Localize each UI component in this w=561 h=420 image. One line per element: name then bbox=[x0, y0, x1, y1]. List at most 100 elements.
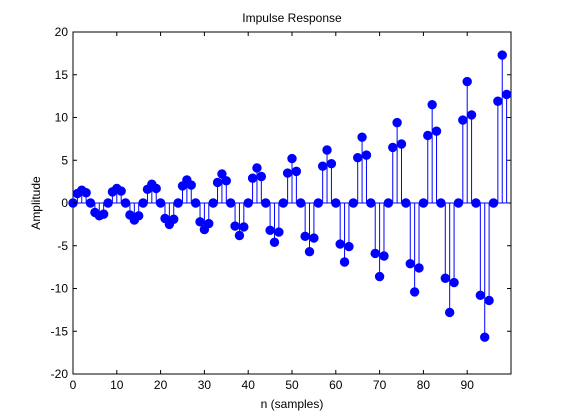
y-tick-label: 0 bbox=[61, 196, 68, 210]
stem-marker bbox=[208, 198, 218, 208]
stem-marker bbox=[388, 142, 398, 153]
stem-marker bbox=[103, 198, 113, 208]
stem-marker bbox=[440, 273, 450, 283]
stem-marker bbox=[252, 163, 262, 173]
stem-marker bbox=[374, 271, 385, 282]
stem-marker bbox=[409, 287, 420, 297]
stem-marker bbox=[484, 295, 494, 306]
stem-marker bbox=[309, 233, 319, 243]
stem-marker bbox=[300, 231, 310, 242]
stem-marker bbox=[274, 227, 284, 237]
stem-marker bbox=[120, 198, 131, 208]
stem-marker bbox=[436, 198, 446, 208]
stem-marker bbox=[313, 198, 323, 208]
stem-marker bbox=[449, 277, 459, 288]
y-axis-label: Amplitude bbox=[29, 176, 43, 230]
stem-marker bbox=[453, 198, 464, 208]
stem-marker bbox=[401, 198, 411, 208]
stem-marker bbox=[344, 241, 354, 252]
y-tick-label: -20 bbox=[51, 367, 69, 381]
stem-marker bbox=[204, 218, 214, 229]
stem-marker bbox=[418, 198, 429, 208]
stem-marker bbox=[217, 169, 227, 179]
stem-marker bbox=[427, 99, 437, 110]
x-tick-label: 70 bbox=[373, 378, 387, 392]
stem-marker bbox=[138, 198, 148, 208]
stem-marker bbox=[116, 186, 126, 196]
stem-marker bbox=[361, 150, 372, 160]
stem-marker bbox=[85, 198, 96, 208]
stem-marker bbox=[287, 153, 297, 164]
stem-marker bbox=[379, 251, 389, 261]
stem-marker bbox=[81, 188, 91, 198]
stem-marker bbox=[423, 130, 433, 141]
stem-marker bbox=[353, 152, 363, 163]
stem-marker bbox=[304, 247, 315, 257]
x-tick-label: 0 bbox=[70, 378, 77, 392]
x-axis-label: n (samples) bbox=[261, 397, 324, 411]
x-tick-label: 90 bbox=[461, 378, 475, 392]
stem-marker bbox=[317, 161, 328, 171]
stem-marker bbox=[190, 198, 201, 208]
stem-marker bbox=[261, 198, 271, 208]
stem-marker bbox=[278, 198, 288, 208]
stem-marker bbox=[431, 126, 442, 136]
x-tick-label: 60 bbox=[329, 378, 343, 392]
stem-marker bbox=[212, 177, 223, 188]
stem-marker bbox=[480, 332, 490, 342]
stem-marker bbox=[339, 257, 350, 267]
stem-marker bbox=[186, 180, 196, 190]
stem-marker bbox=[282, 168, 293, 178]
y-tick-label: -15 bbox=[51, 324, 69, 338]
stem-marker bbox=[493, 96, 503, 106]
stem-marker bbox=[471, 198, 481, 208]
stem-marker bbox=[291, 166, 302, 177]
x-tick-label: 80 bbox=[417, 378, 431, 392]
y-tick-label: 10 bbox=[55, 111, 69, 125]
stem-marker bbox=[405, 259, 415, 269]
y-tick-label: -10 bbox=[51, 282, 69, 296]
stem-marker bbox=[269, 237, 280, 248]
stem-marker bbox=[357, 132, 367, 142]
stem-marker bbox=[230, 221, 240, 231]
stem-marker bbox=[366, 198, 376, 208]
stem-marker bbox=[151, 183, 161, 194]
stem-marker bbox=[169, 214, 179, 224]
stem-marker bbox=[444, 307, 455, 318]
x-tick-label: 50 bbox=[285, 378, 299, 392]
stem-marker bbox=[488, 198, 499, 208]
stem-marker bbox=[331, 198, 341, 208]
stem-marker bbox=[256, 171, 267, 182]
stem-marker bbox=[396, 139, 407, 149]
stem-marker bbox=[458, 115, 468, 125]
stem-marker bbox=[98, 209, 109, 219]
stem-marker bbox=[134, 211, 144, 221]
y-tick-label: 15 bbox=[55, 68, 69, 82]
x-tick-label: 30 bbox=[198, 378, 212, 392]
stem-marker bbox=[195, 217, 205, 227]
stem-marker bbox=[383, 198, 394, 208]
stem-marker bbox=[234, 230, 245, 241]
stem-marker bbox=[392, 117, 402, 128]
stem-marker bbox=[247, 173, 258, 183]
stem-marker bbox=[243, 198, 253, 208]
y-tick-label: 5 bbox=[61, 153, 68, 167]
stem-marker bbox=[414, 263, 424, 273]
stem-marker bbox=[466, 110, 477, 120]
x-tick-label: 20 bbox=[154, 378, 168, 392]
y-tick-label: 20 bbox=[55, 25, 69, 39]
stems-layer bbox=[76, 55, 508, 338]
stem-marker bbox=[221, 176, 232, 186]
stem-marker bbox=[265, 225, 275, 236]
stem-marker bbox=[322, 145, 332, 155]
stem-marker bbox=[370, 248, 380, 259]
stem-marker bbox=[173, 198, 183, 208]
stem-marker bbox=[501, 89, 512, 100]
stem-marker bbox=[225, 198, 236, 208]
stem-marker bbox=[326, 158, 337, 169]
stem-marker bbox=[348, 198, 359, 208]
stem-marker bbox=[335, 239, 345, 249]
y-tick-label: -5 bbox=[57, 239, 68, 253]
